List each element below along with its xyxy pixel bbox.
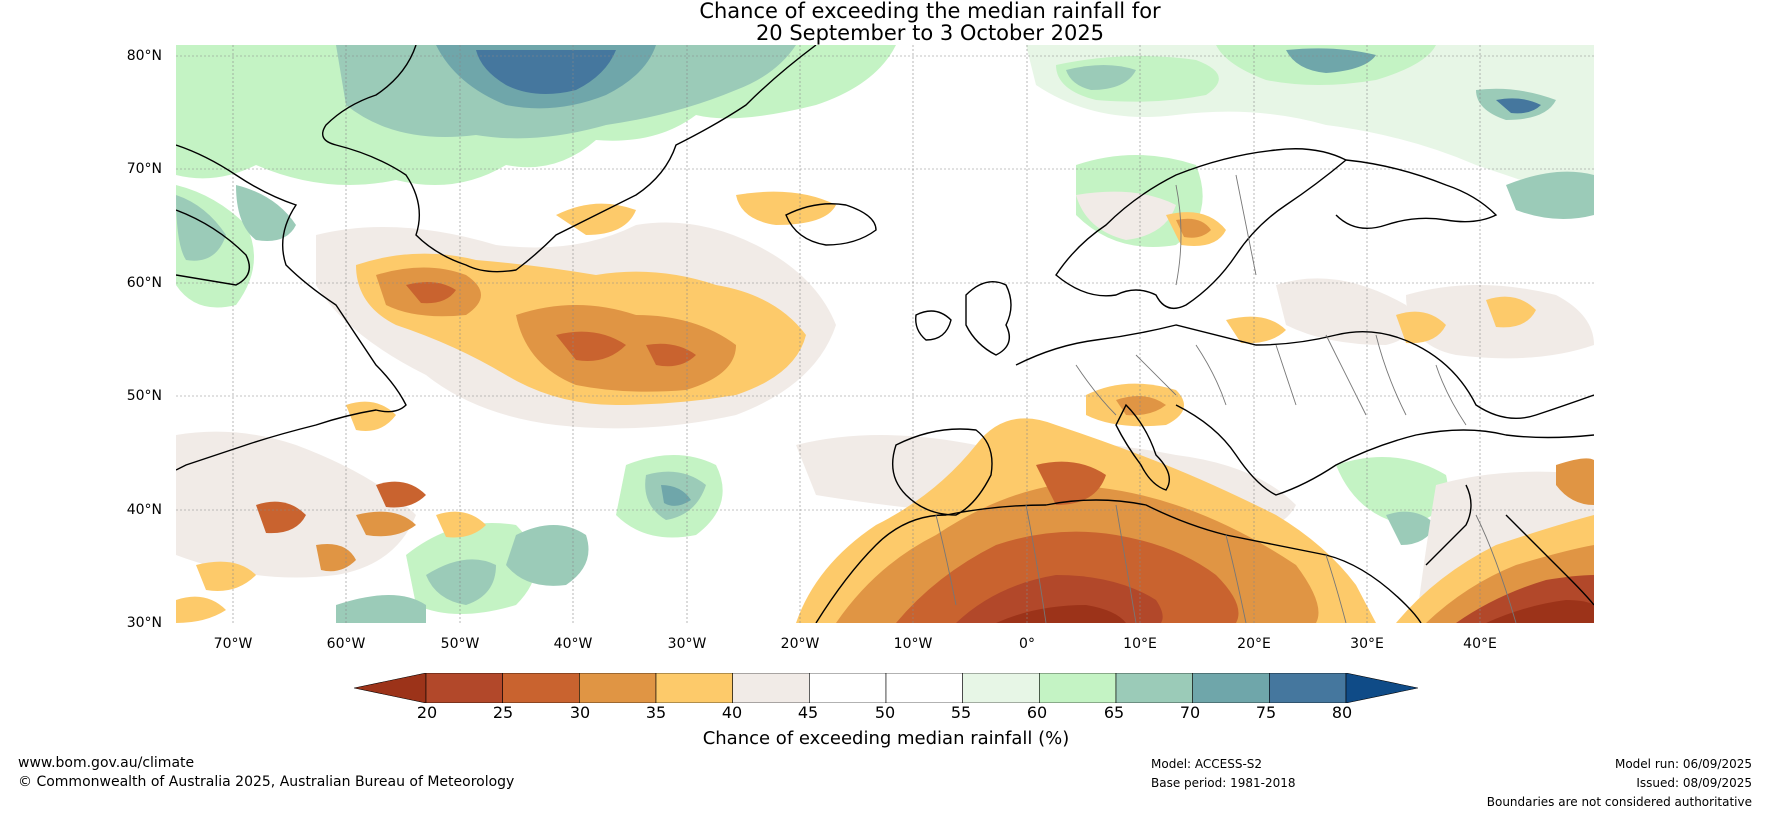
colorbar-bin: [579, 673, 657, 703]
colorbar-tick: 60: [1026, 703, 1048, 722]
model-text: Model: ACCESS-S2: [1151, 757, 1263, 771]
issued-text: Issued: 08/09/2025: [1636, 776, 1752, 790]
chart-title-line-2: 20 September to 3 October 2025: [755, 21, 1105, 45]
model-run-text: Model run: 06/09/2025: [1614, 757, 1752, 771]
colorbar-tick: 65: [1103, 703, 1125, 722]
dry-anomaly-regions: [176, 191, 1594, 623]
lon-label-30e: 30°E: [1350, 636, 1384, 652]
rainfall-probability-map: [176, 45, 1594, 623]
colorbar-bin: [1039, 673, 1117, 703]
lon-label-40w: 40°W: [553, 636, 593, 652]
wet-anomaly-regions: [176, 45, 1594, 623]
colorbar-bin: [809, 673, 887, 703]
colorbar-tick: 25: [492, 703, 514, 722]
chart-title-line-1: Chance of exceeding the median rainfall …: [699, 0, 1161, 23]
copyright-text: © Commonwealth of Australia 2025, Austra…: [18, 774, 515, 790]
lat-label-30n: 30°N: [126, 615, 162, 631]
lat-label-80n: 80°N: [126, 48, 162, 64]
colorbar-bin: [885, 673, 963, 703]
colorbar-bin: [1115, 673, 1193, 703]
lat-label-40n: 40°N: [126, 502, 162, 518]
country-borders: [935, 174, 1517, 623]
lon-label-10e: 10°E: [1123, 636, 1157, 652]
coastlines: [176, 45, 1594, 623]
lon-label-0: 0°: [1019, 636, 1035, 652]
colorbar-tick: 35: [645, 703, 667, 722]
colorbar-bin: [732, 673, 810, 703]
colorbar-tick: 70: [1179, 703, 1201, 722]
colorbar-bin: [1192, 673, 1270, 703]
colorbar-bin: [1269, 673, 1347, 703]
lat-label-60n: 60°N: [126, 275, 162, 291]
disclaimer-text: Boundaries are not considered authoritat…: [1486, 795, 1752, 809]
colorbar-tick: 40: [721, 703, 743, 722]
colorbar-tick: 55: [950, 703, 972, 722]
lat-label-70n: 70°N: [126, 161, 162, 177]
website-text: www.bom.gov.au/climate: [18, 755, 195, 771]
lat-label-50n: 50°N: [126, 388, 162, 404]
colorbar-tick: 50: [874, 703, 896, 722]
colorbar-extend-high: [1345, 673, 1418, 703]
colorbar-label: Chance of exceeding median rainfall (%): [702, 728, 1070, 749]
colorbar-extend-low: [354, 673, 427, 703]
colorbar-tick: 30: [569, 703, 591, 722]
lon-label-30w: 30°W: [667, 636, 707, 652]
graticule: [176, 45, 1594, 623]
lon-label-60w: 60°W: [326, 636, 366, 652]
colorbar-bin: [425, 673, 503, 703]
colorbar-tick: 80: [1331, 703, 1353, 722]
lon-label-40e: 40°E: [1463, 636, 1497, 652]
lon-label-20e: 20°E: [1237, 636, 1271, 652]
lon-label-10w: 10°W: [893, 636, 933, 652]
colorbar-tick: 45: [797, 703, 819, 722]
colorbar-tick: 75: [1255, 703, 1277, 722]
colorbar-bin: [502, 673, 580, 703]
lon-label-70w: 70°W: [213, 636, 253, 652]
colorbar: [354, 673, 1418, 703]
lon-label-20w: 20°W: [780, 636, 820, 652]
colorbar-bin: [655, 673, 733, 703]
lon-label-50w: 50°W: [440, 636, 480, 652]
base-period-text: Base period: 1981-2018: [1151, 776, 1296, 790]
colorbar-tick: 20: [416, 703, 438, 722]
colorbar-bin: [962, 673, 1040, 703]
